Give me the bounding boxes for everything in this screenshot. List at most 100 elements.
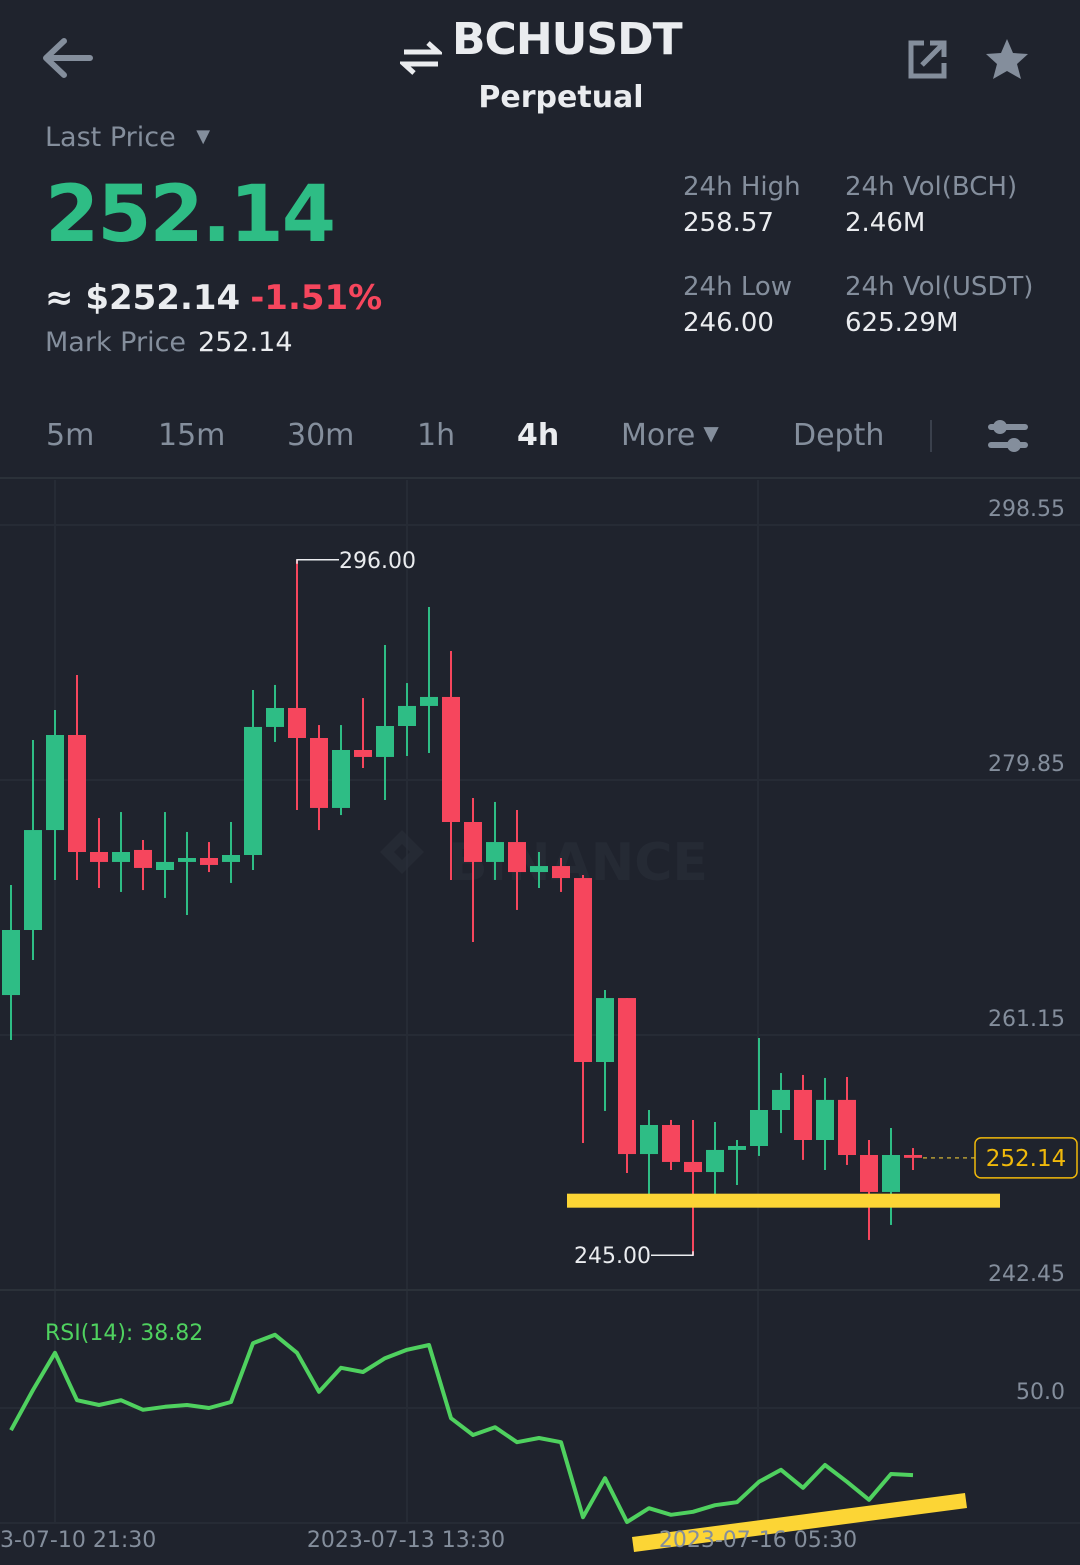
stat-24h-vol-bch: 24h Vol(BCH) 2.46M <box>845 172 1017 238</box>
stat-label: 24h High <box>683 172 801 202</box>
favorite-button[interactable] <box>984 36 1030 86</box>
candle-body <box>750 1110 768 1146</box>
tab-more[interactable]: More ▼ <box>621 418 719 453</box>
chart-settings-button[interactable] <box>986 414 1030 466</box>
candle-body <box>728 1146 746 1150</box>
candle <box>156 812 174 898</box>
candle <box>2 885 20 1041</box>
current-price-marker: 252.14 <box>923 1137 1078 1179</box>
candle-body <box>46 735 64 831</box>
candle-body <box>904 1155 922 1158</box>
candle <box>618 998 636 1173</box>
y-tick-label: 298.55 <box>988 497 1065 522</box>
stat-label: 24h Vol(BCH) <box>845 172 1018 202</box>
x-tick-label: 2023-07-13 13:30 <box>307 1528 505 1553</box>
swap-arrows-icon <box>397 41 445 75</box>
current-price-label: 252.14 <box>986 1146 1066 1172</box>
candle <box>332 725 350 816</box>
candle <box>508 810 526 910</box>
candle-body <box>354 750 372 757</box>
candle-body <box>860 1155 878 1192</box>
symbol-title[interactable]: BCHUSDT <box>452 14 683 65</box>
stat-24h-vol-usdt: 24h Vol(USDT) 625.29M <box>845 272 1033 338</box>
price-approx-row: ≈ $252.14 -1.51% <box>45 278 382 318</box>
tab-more-label: More <box>621 418 696 453</box>
candle-body <box>24 830 42 930</box>
candle-body <box>508 842 526 873</box>
candle-body <box>816 1099 834 1140</box>
candle-body <box>222 855 240 862</box>
stat-24h-high: 24h High 258.57 <box>683 172 801 238</box>
candle <box>640 1110 658 1195</box>
candle <box>266 684 284 742</box>
rsi-line <box>9 1332 914 1524</box>
candle-body <box>200 858 218 865</box>
last-price-dropdown[interactable]: Last Price ▼ <box>45 122 210 153</box>
sliders-icon <box>988 420 1028 452</box>
tab-separator <box>930 420 932 452</box>
candle-body <box>618 998 636 1155</box>
candle-body <box>794 1089 812 1140</box>
approx-usd: ≈ $252.14 <box>45 278 241 318</box>
switch-symbol-button[interactable] <box>397 40 445 80</box>
tab-30m[interactable]: 30m <box>287 418 355 453</box>
candlestick-chart[interactable]: BINANCE 298.55 279.85 261.15 242.45 296.… <box>0 480 1080 1565</box>
candle <box>68 675 86 880</box>
candle <box>354 698 372 768</box>
high-marker: 296.00 <box>296 549 416 574</box>
interval-tabs: 5m 15m 30m 1h 4h More ▼ Depth <box>0 410 1080 470</box>
candle-body <box>706 1149 724 1173</box>
y-tick-label: 279.85 <box>988 752 1065 777</box>
candle <box>420 606 438 753</box>
candle <box>728 1140 746 1185</box>
candle-body <box>376 726 394 757</box>
star-icon <box>986 39 1028 79</box>
candle <box>398 683 416 756</box>
support-line-drawing[interactable] <box>567 1193 1000 1208</box>
candle-body <box>2 930 20 996</box>
candle-body <box>112 852 130 862</box>
back-button[interactable] <box>40 36 94 84</box>
candle <box>530 852 548 888</box>
candle <box>684 1119 702 1256</box>
share-button[interactable] <box>906 38 950 84</box>
candle <box>596 990 614 1111</box>
candle <box>178 831 196 915</box>
rsi-trendline-drawing[interactable] <box>632 1493 967 1552</box>
candle-body <box>552 866 570 879</box>
caret-down-icon: ▼ <box>196 126 211 147</box>
tab-15m[interactable]: 15m <box>158 418 226 453</box>
tab-5m[interactable]: 5m <box>46 418 95 453</box>
mark-price-value: 252.14 <box>198 327 293 358</box>
candle-body <box>134 849 152 868</box>
candle-body <box>266 708 284 727</box>
candle-body <box>464 822 482 862</box>
candle-body <box>640 1125 658 1155</box>
binance-watermark: BINANCE <box>380 830 708 893</box>
x-tick-label: 3-07-10 21:30 <box>0 1528 156 1553</box>
tab-1h[interactable]: 1h <box>417 418 456 453</box>
candle <box>574 875 592 1143</box>
candle <box>222 822 240 883</box>
y-tick-label: 261.15 <box>988 1007 1065 1032</box>
rsi-tick-label: 50.0 <box>1016 1380 1065 1405</box>
candle <box>816 1077 834 1170</box>
candle-body <box>420 696 438 706</box>
candle-body <box>68 735 86 852</box>
stat-label: 24h Low <box>683 272 793 302</box>
rsi-label: RSI(14): 38.82 <box>45 1321 203 1346</box>
candle <box>882 1128 900 1225</box>
candle-body <box>574 878 592 1062</box>
stat-24h-low: 24h Low 246.00 <box>683 272 792 338</box>
candle <box>552 858 570 892</box>
candle-body <box>530 866 548 873</box>
tab-depth[interactable]: Depth <box>793 418 885 453</box>
tab-4h[interactable]: 4h <box>517 418 560 453</box>
candle-body <box>332 750 350 808</box>
candle <box>46 710 64 880</box>
tabs-divider <box>0 477 1080 479</box>
stat-value: 2.46M <box>845 208 926 238</box>
candle <box>706 1122 724 1195</box>
candle-body <box>838 1099 856 1155</box>
last-price-label: Last Price <box>45 122 176 153</box>
